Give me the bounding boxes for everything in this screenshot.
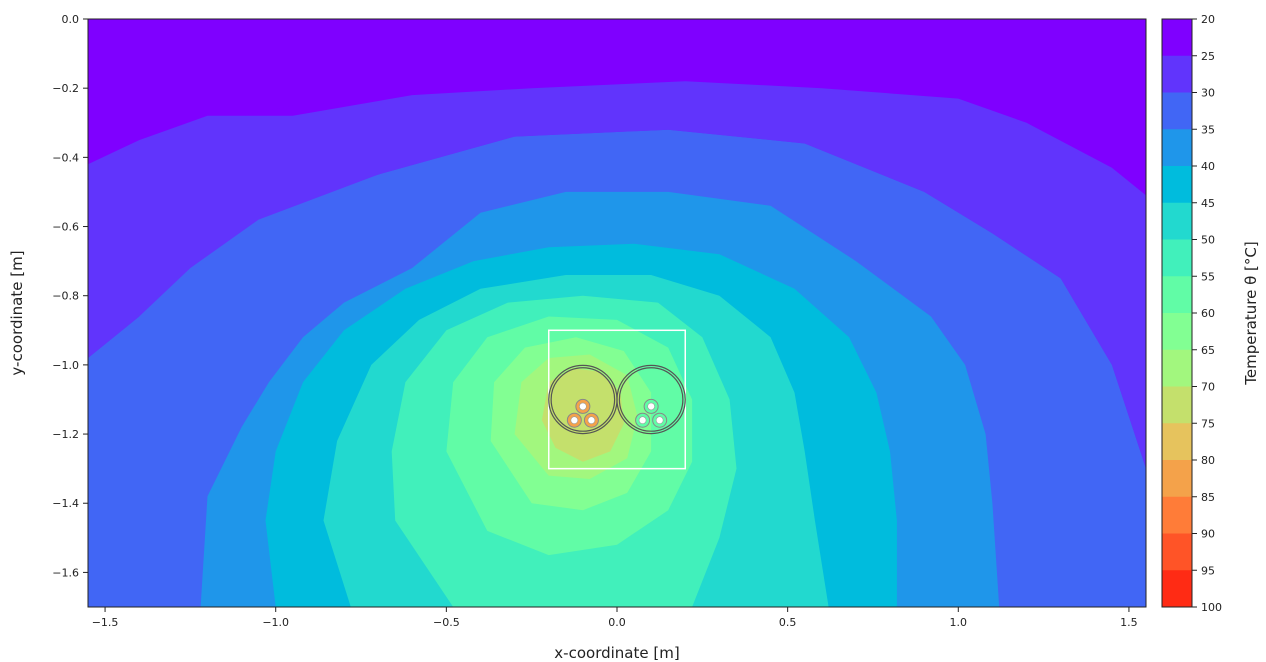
- colorbar-segment-25: [1162, 56, 1192, 93]
- colorbar-segment-85: [1162, 497, 1192, 534]
- colorbar-tick-label: 90: [1201, 528, 1215, 541]
- y-tick-label: −0.8: [52, 290, 79, 303]
- colorbar-segment-95: [1162, 570, 1192, 607]
- x-tick-label: 1.0: [950, 616, 968, 629]
- colorbar-tick-label: 25: [1201, 50, 1215, 63]
- y-tick-label: −1.4: [52, 497, 79, 510]
- colorbar-label: Temperature θ [°C]: [1242, 241, 1260, 385]
- y-tick-label: −0.2: [52, 82, 79, 95]
- x-axis-ticks: −1.5 −1.0 −0.5 0.0 0.5 1.0 1.5: [92, 607, 1138, 629]
- x-axis-label: x-coordinate [m]: [554, 644, 679, 662]
- colorbar-tick-label: 20: [1201, 13, 1215, 26]
- cable-1-core-2: [571, 417, 578, 424]
- y-tick-label: 0.0: [62, 13, 80, 26]
- colorbar-tick-label: 60: [1201, 307, 1215, 320]
- x-tick-label: −0.5: [433, 616, 460, 629]
- colorbar-tick-label: 65: [1201, 344, 1215, 357]
- colorbar-segment-55: [1162, 276, 1192, 313]
- colorbar-segment-65: [1162, 350, 1192, 387]
- colorbar-segment-45: [1162, 203, 1192, 240]
- colorbar-segment-30: [1162, 93, 1192, 130]
- x-tick-label: 1.5: [1120, 616, 1138, 629]
- colorbar-segment-20: [1162, 19, 1192, 56]
- colorbar-segment-70: [1162, 387, 1192, 424]
- colorbar-ticks: 20 25 30 35 40 45 50 55 60 65 70 75 80 85 90 95 100: [1192, 13, 1222, 614]
- colorbar-segment-80: [1162, 460, 1192, 497]
- colorbar-tick-label: 35: [1201, 123, 1215, 136]
- colorbar-segment-90: [1162, 534, 1192, 571]
- colorbar-tick-label: 95: [1201, 564, 1215, 577]
- colorbar-tick-label: 75: [1201, 417, 1215, 430]
- colorbar-tick-label: 85: [1201, 491, 1215, 504]
- y-tick-label: −1.0: [52, 359, 79, 372]
- colorbar-segment-60: [1162, 313, 1192, 350]
- colorbar-segment-35: [1162, 129, 1192, 166]
- cable-1-core-1: [579, 403, 586, 410]
- cable-1-core-3: [588, 417, 595, 424]
- colorbar-tick-label: 45: [1201, 197, 1215, 210]
- cable-2-core-2: [639, 417, 646, 424]
- x-tick-label: 0.0: [608, 616, 626, 629]
- colorbar-segment-40: [1162, 166, 1192, 203]
- y-axis-ticks: 0.0 −0.2 −0.4 −0.6 −0.8 −1.0 −1.2 −1.4 −1.6: [52, 13, 88, 579]
- x-tick-label: −1.0: [262, 616, 289, 629]
- contour-layer: [88, 19, 1146, 607]
- colorbar-tick-label: 40: [1201, 160, 1215, 173]
- y-tick-label: −0.6: [52, 221, 79, 234]
- y-tick-label: −0.4: [52, 151, 79, 164]
- x-tick-label: −1.5: [92, 616, 119, 629]
- colorbar-tick-label: 55: [1201, 270, 1215, 283]
- colorbar-segment-50: [1162, 240, 1192, 277]
- y-tick-label: −1.6: [52, 566, 79, 579]
- colorbar-tick-label: 50: [1201, 234, 1215, 247]
- y-axis-label: y-coordinate [m]: [8, 250, 26, 375]
- colorbar-segment-75: [1162, 423, 1192, 460]
- colorbar-tick-label: 70: [1201, 381, 1215, 394]
- colorbar-tick-label: 80: [1201, 454, 1215, 467]
- colorbar-tick-label: 30: [1201, 87, 1215, 100]
- colorbar: [1162, 19, 1192, 608]
- cable-2-core-3: [656, 417, 663, 424]
- x-tick-label: 0.5: [779, 616, 797, 629]
- cable-2-core-1: [648, 403, 655, 410]
- colorbar-tick-label: 100: [1201, 601, 1222, 614]
- y-tick-label: −1.2: [52, 428, 79, 441]
